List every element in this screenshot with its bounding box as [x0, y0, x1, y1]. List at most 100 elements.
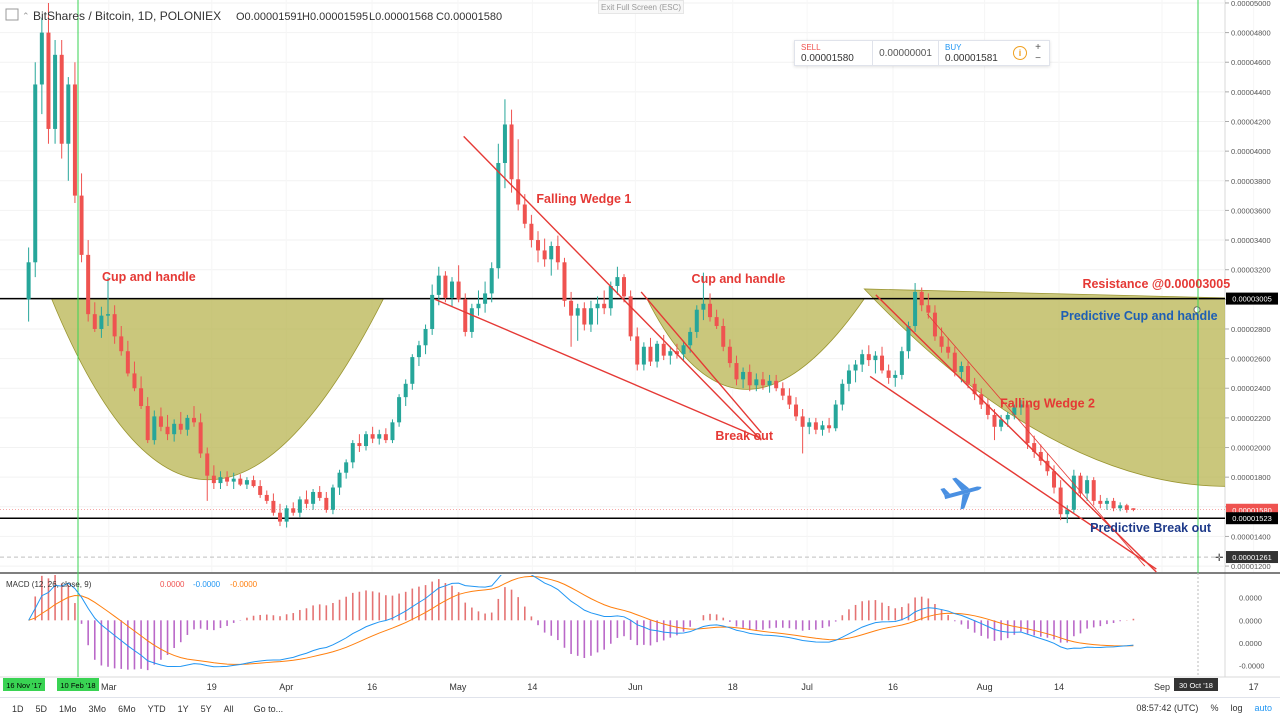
y-tick-label: 0.00003800: [1231, 177, 1271, 186]
x-tick-label: Mar: [101, 682, 117, 692]
exit-fullscreen-button[interactable]: Exit Full Screen (ESC): [598, 0, 684, 14]
candle-body: [899, 351, 904, 375]
candle-body: [456, 281, 461, 300]
sell-button[interactable]: SELL 0.00001580: [795, 41, 873, 65]
y-tick-label: 0.00003400: [1231, 236, 1271, 245]
candle-body: [311, 491, 316, 504]
annotation-label: Cup and handle: [102, 270, 196, 284]
candle-body: [92, 314, 97, 329]
x-tick-label: 17: [1249, 682, 1259, 692]
date-marker-label: 16 Nov '17: [6, 681, 42, 690]
x-tick-label: Jul: [801, 682, 813, 692]
buy-button[interactable]: BUY 0.00001581: [939, 41, 1009, 65]
candle-body: [165, 426, 170, 435]
buy-label: BUY: [945, 43, 962, 52]
candle-body: [364, 434, 369, 447]
candle-body: [880, 355, 885, 371]
auto-toggle[interactable]: auto: [1254, 703, 1272, 713]
candle-body: [423, 328, 428, 346]
utc-clock[interactable]: 08:57:42 (UTC): [1136, 703, 1199, 713]
candle-body: [483, 293, 488, 304]
candle-body: [946, 346, 951, 353]
candle-body: [582, 308, 587, 325]
candle-body: [1038, 451, 1043, 461]
candle-body: [271, 500, 276, 513]
cup-shape-2: [646, 298, 866, 390]
bottom-right-controls: 08:57:42 (UTC) % log auto: [1136, 703, 1272, 713]
range-ytd-button[interactable]: YTD: [147, 704, 166, 714]
candle-body: [46, 32, 51, 129]
candle-body: [1118, 505, 1123, 509]
candle-body: [529, 223, 534, 241]
date-badge: [1174, 678, 1218, 691]
candle-body: [866, 354, 871, 361]
price-badge-label: 0.00003005: [1232, 295, 1272, 304]
candle-body: [59, 54, 64, 144]
candle-body: [727, 346, 732, 364]
price-axis[interactable]: 0.00005000 0.00004800 0.00004600 0.00004400…: [1225, 0, 1271, 571]
price-badge-label: 0.00001261: [1232, 553, 1272, 562]
y-tick-label: 0.00005000: [1231, 0, 1271, 8]
info-button[interactable]: i: [1009, 41, 1031, 65]
range-all-button[interactable]: All: [223, 704, 234, 714]
price-chart[interactable]: Cup and handle Falling Wedge 1 Cup and han…: [0, 0, 1280, 697]
range-5y-button[interactable]: 5Y: [200, 704, 212, 714]
date-marker-label: 10 Feb '18: [60, 681, 95, 690]
ohlc-open: O0.00001591: [236, 11, 303, 23]
candle-body: [502, 124, 507, 164]
candle-body: [278, 512, 283, 522]
candle-body: [873, 355, 878, 361]
candle-body: [668, 351, 673, 356]
candle-body: [721, 326, 726, 347]
date-badge-label: 30 Oct '18: [1179, 681, 1213, 690]
candle-body: [66, 84, 71, 144]
x-tick-label: 16: [367, 682, 377, 692]
plus-icon[interactable]: +: [1035, 42, 1041, 53]
candle-body: [53, 54, 58, 129]
candle-body: [542, 250, 547, 260]
candle-body: [807, 422, 812, 427]
menu-icon[interactable]: [5, 8, 19, 21]
range-1mo-button[interactable]: 1Mo: [59, 704, 77, 714]
candle-body: [1104, 500, 1109, 504]
collapse-icon[interactable]: ⌃: [22, 11, 30, 21]
symbol-title[interactable]: BitShares / Bitcoin, 1D, POLONIEX: [33, 9, 221, 23]
candle-body: [794, 404, 799, 417]
range-5d-button[interactable]: 5D: [35, 704, 48, 714]
candle-body: [139, 388, 144, 407]
candle-body: [840, 383, 845, 405]
crosshair-icon[interactable]: ✛: [1215, 553, 1224, 564]
candle-body: [595, 303, 600, 309]
range-3mo-button[interactable]: 3Mo: [88, 704, 107, 714]
candle-body: [1078, 475, 1083, 494]
candle-body: [555, 245, 560, 263]
candle-body: [608, 286, 613, 309]
x-tick-label: 16: [888, 682, 898, 692]
candle-body: [284, 508, 289, 522]
candle-body: [1012, 407, 1017, 415]
candle-body: [622, 277, 627, 297]
candle-body: [430, 294, 435, 329]
macd-y-tick-label: 0.0000: [1239, 639, 1262, 648]
range-6mo-button[interactable]: 6Mo: [118, 704, 136, 714]
time-axis[interactable]: Mar19Apr16May14Jun18Jul16Aug14Sep17Oct15…: [3, 678, 1280, 692]
candle-body: [324, 497, 329, 510]
macd-signal-line: [28, 575, 1134, 665]
candle-body: [1052, 471, 1057, 488]
log-toggle[interactable]: log: [1230, 703, 1243, 713]
range-1d-button[interactable]: 1D: [12, 704, 24, 714]
range-1y-button[interactable]: 1Y: [177, 704, 189, 714]
trade-panel: SELL 0.00001580 0.00000001 BUY 0.0000158…: [794, 40, 1050, 66]
candle-body: [681, 345, 686, 355]
candle-body: [522, 204, 527, 224]
quantity-stepper[interactable]: + −: [1031, 41, 1045, 65]
candle-body: [846, 370, 851, 384]
candle-body: [926, 305, 931, 313]
goto-button[interactable]: Go to...: [253, 704, 284, 714]
minus-icon[interactable]: −: [1035, 53, 1041, 64]
candle-body: [403, 383, 408, 398]
candle-body: [1124, 505, 1129, 510]
percent-toggle[interactable]: %: [1210, 703, 1219, 713]
candle-body: [357, 443, 362, 447]
candle-body: [509, 124, 514, 180]
